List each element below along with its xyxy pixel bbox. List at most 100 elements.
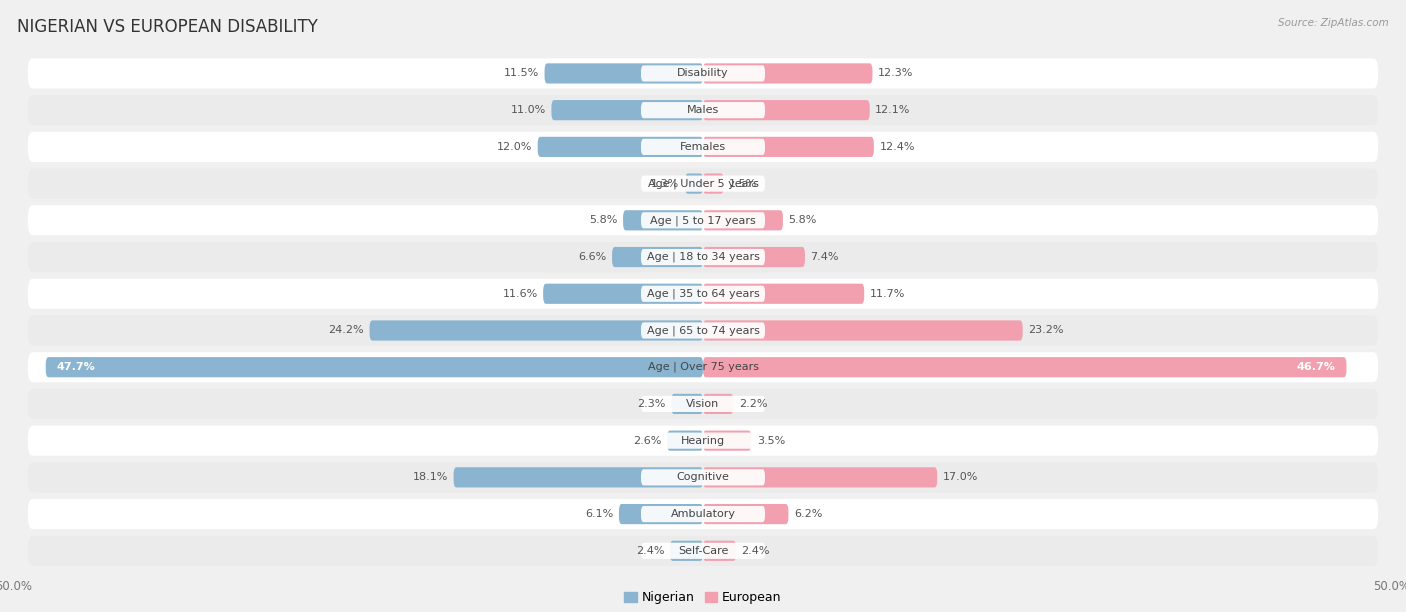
FancyBboxPatch shape: [703, 321, 1022, 340]
FancyBboxPatch shape: [28, 168, 1378, 199]
FancyBboxPatch shape: [28, 425, 1378, 456]
FancyBboxPatch shape: [641, 543, 765, 559]
FancyBboxPatch shape: [703, 173, 724, 193]
Text: Disability: Disability: [678, 69, 728, 78]
Text: Age | 18 to 34 years: Age | 18 to 34 years: [647, 252, 759, 263]
Text: NIGERIAN VS EUROPEAN DISABILITY: NIGERIAN VS EUROPEAN DISABILITY: [17, 18, 318, 36]
FancyBboxPatch shape: [28, 536, 1378, 566]
Text: 2.3%: 2.3%: [637, 399, 666, 409]
FancyBboxPatch shape: [703, 247, 806, 267]
FancyBboxPatch shape: [703, 468, 938, 487]
Text: 5.8%: 5.8%: [589, 215, 617, 225]
Text: 12.0%: 12.0%: [496, 142, 531, 152]
FancyBboxPatch shape: [703, 100, 870, 120]
FancyBboxPatch shape: [28, 389, 1378, 419]
FancyBboxPatch shape: [544, 63, 703, 83]
FancyBboxPatch shape: [28, 352, 1378, 382]
FancyBboxPatch shape: [703, 210, 783, 230]
Text: 12.4%: 12.4%: [879, 142, 915, 152]
Text: 2.2%: 2.2%: [738, 399, 768, 409]
FancyBboxPatch shape: [703, 357, 1347, 377]
FancyBboxPatch shape: [28, 499, 1378, 529]
Text: Age | 5 to 17 years: Age | 5 to 17 years: [650, 215, 756, 226]
FancyBboxPatch shape: [454, 468, 703, 487]
FancyBboxPatch shape: [669, 541, 703, 561]
Text: Self-Care: Self-Care: [678, 546, 728, 556]
Text: Age | Under 5 years: Age | Under 5 years: [648, 178, 758, 189]
Text: Ambulatory: Ambulatory: [671, 509, 735, 519]
Text: 11.6%: 11.6%: [502, 289, 537, 299]
FancyBboxPatch shape: [612, 247, 703, 267]
Text: 1.3%: 1.3%: [651, 179, 679, 188]
FancyBboxPatch shape: [641, 469, 765, 485]
FancyBboxPatch shape: [703, 394, 734, 414]
FancyBboxPatch shape: [46, 357, 703, 377]
FancyBboxPatch shape: [703, 431, 751, 450]
Text: 12.3%: 12.3%: [877, 69, 914, 78]
Text: 47.7%: 47.7%: [56, 362, 96, 372]
Text: Source: ZipAtlas.com: Source: ZipAtlas.com: [1278, 18, 1389, 28]
FancyBboxPatch shape: [641, 65, 765, 81]
Text: 7.4%: 7.4%: [810, 252, 839, 262]
Text: 12.1%: 12.1%: [875, 105, 911, 115]
FancyBboxPatch shape: [623, 210, 703, 230]
Text: Females: Females: [681, 142, 725, 152]
Text: 5.8%: 5.8%: [789, 215, 817, 225]
FancyBboxPatch shape: [703, 504, 789, 524]
FancyBboxPatch shape: [703, 136, 875, 157]
Text: Males: Males: [688, 105, 718, 115]
FancyBboxPatch shape: [28, 132, 1378, 162]
Text: 11.5%: 11.5%: [503, 69, 538, 78]
FancyBboxPatch shape: [28, 242, 1378, 272]
FancyBboxPatch shape: [685, 173, 703, 193]
FancyBboxPatch shape: [28, 315, 1378, 346]
FancyBboxPatch shape: [641, 396, 765, 412]
Text: Vision: Vision: [686, 399, 720, 409]
FancyBboxPatch shape: [641, 102, 765, 118]
FancyBboxPatch shape: [703, 541, 737, 561]
FancyBboxPatch shape: [619, 504, 703, 524]
FancyBboxPatch shape: [703, 63, 873, 83]
FancyBboxPatch shape: [641, 249, 765, 265]
Text: 6.2%: 6.2%: [794, 509, 823, 519]
Legend: Nigerian, European: Nigerian, European: [619, 586, 787, 609]
FancyBboxPatch shape: [671, 394, 703, 414]
FancyBboxPatch shape: [551, 100, 703, 120]
Text: 24.2%: 24.2%: [329, 326, 364, 335]
Text: 6.1%: 6.1%: [585, 509, 613, 519]
Text: 18.1%: 18.1%: [413, 472, 449, 482]
FancyBboxPatch shape: [370, 321, 703, 340]
Text: Cognitive: Cognitive: [676, 472, 730, 482]
Text: 2.6%: 2.6%: [633, 436, 662, 446]
FancyBboxPatch shape: [28, 58, 1378, 89]
FancyBboxPatch shape: [641, 176, 765, 192]
Text: 23.2%: 23.2%: [1028, 326, 1064, 335]
FancyBboxPatch shape: [641, 433, 765, 449]
FancyBboxPatch shape: [641, 139, 765, 155]
FancyBboxPatch shape: [703, 283, 865, 304]
FancyBboxPatch shape: [543, 283, 703, 304]
Text: Age | 35 to 64 years: Age | 35 to 64 years: [647, 288, 759, 299]
Text: 2.4%: 2.4%: [636, 546, 665, 556]
Text: Age | 65 to 74 years: Age | 65 to 74 years: [647, 325, 759, 336]
Text: 17.0%: 17.0%: [943, 472, 979, 482]
FancyBboxPatch shape: [28, 95, 1378, 125]
Text: 11.0%: 11.0%: [510, 105, 546, 115]
Text: Age | Over 75 years: Age | Over 75 years: [648, 362, 758, 373]
FancyBboxPatch shape: [668, 431, 703, 450]
FancyBboxPatch shape: [28, 278, 1378, 309]
FancyBboxPatch shape: [641, 506, 765, 522]
Text: Hearing: Hearing: [681, 436, 725, 446]
Text: 6.6%: 6.6%: [578, 252, 606, 262]
Text: 3.5%: 3.5%: [756, 436, 785, 446]
FancyBboxPatch shape: [641, 212, 765, 228]
FancyBboxPatch shape: [641, 286, 765, 302]
Text: 2.4%: 2.4%: [741, 546, 770, 556]
FancyBboxPatch shape: [28, 462, 1378, 493]
FancyBboxPatch shape: [641, 323, 765, 338]
FancyBboxPatch shape: [537, 136, 703, 157]
Text: 1.5%: 1.5%: [730, 179, 758, 188]
Text: 11.7%: 11.7%: [870, 289, 905, 299]
Text: 46.7%: 46.7%: [1296, 362, 1336, 372]
FancyBboxPatch shape: [28, 205, 1378, 236]
